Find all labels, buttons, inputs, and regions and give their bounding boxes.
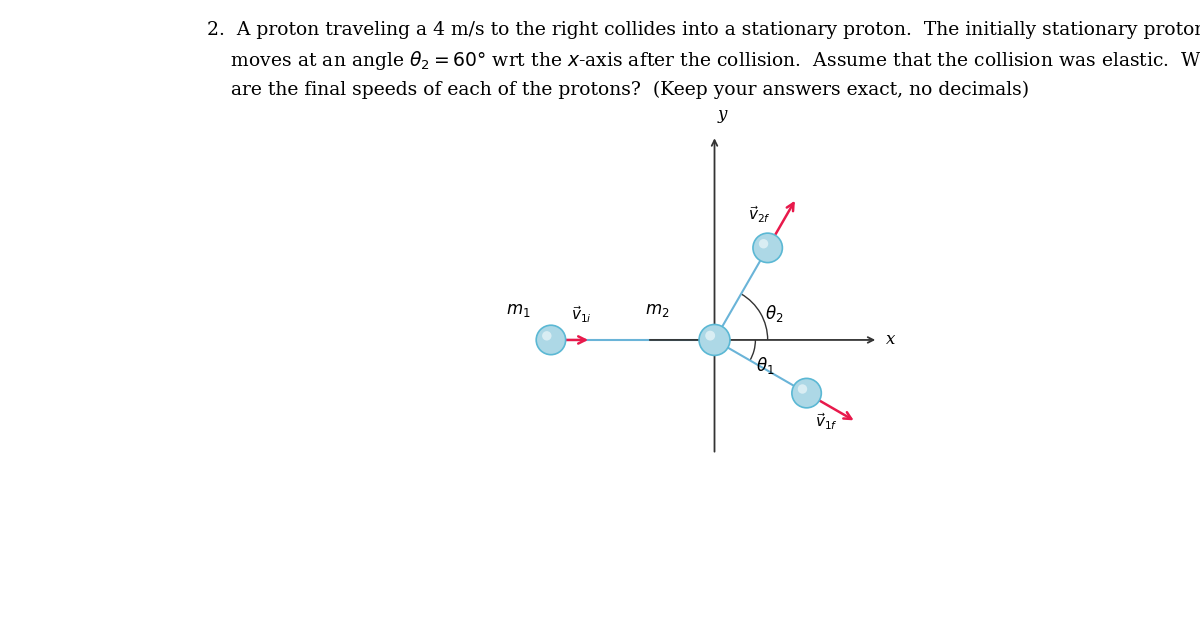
Text: $\vec{v}_{2f}$: $\vec{v}_{2f}$ bbox=[748, 204, 772, 225]
Circle shape bbox=[758, 239, 768, 249]
Circle shape bbox=[798, 384, 808, 394]
Text: $\vec{v}_{1i}$: $\vec{v}_{1i}$ bbox=[571, 305, 593, 325]
Circle shape bbox=[542, 331, 552, 341]
Circle shape bbox=[752, 233, 782, 263]
Text: $m_1$: $m_1$ bbox=[506, 302, 530, 320]
Text: 2.  A proton traveling a 4 m/s to the right collides into a stationary proton.  : 2. A proton traveling a 4 m/s to the rig… bbox=[208, 21, 1200, 99]
Circle shape bbox=[700, 325, 730, 355]
Circle shape bbox=[536, 325, 565, 355]
Text: $\theta_1$: $\theta_1$ bbox=[756, 355, 775, 376]
Text: $\theta_2$: $\theta_2$ bbox=[764, 303, 784, 324]
Text: y: y bbox=[718, 106, 727, 123]
Circle shape bbox=[792, 378, 821, 408]
Text: $\vec{v}_{1f}$: $\vec{v}_{1f}$ bbox=[815, 411, 838, 432]
Text: x: x bbox=[887, 332, 895, 348]
Circle shape bbox=[706, 330, 715, 341]
Text: $m_2$: $m_2$ bbox=[646, 302, 670, 320]
